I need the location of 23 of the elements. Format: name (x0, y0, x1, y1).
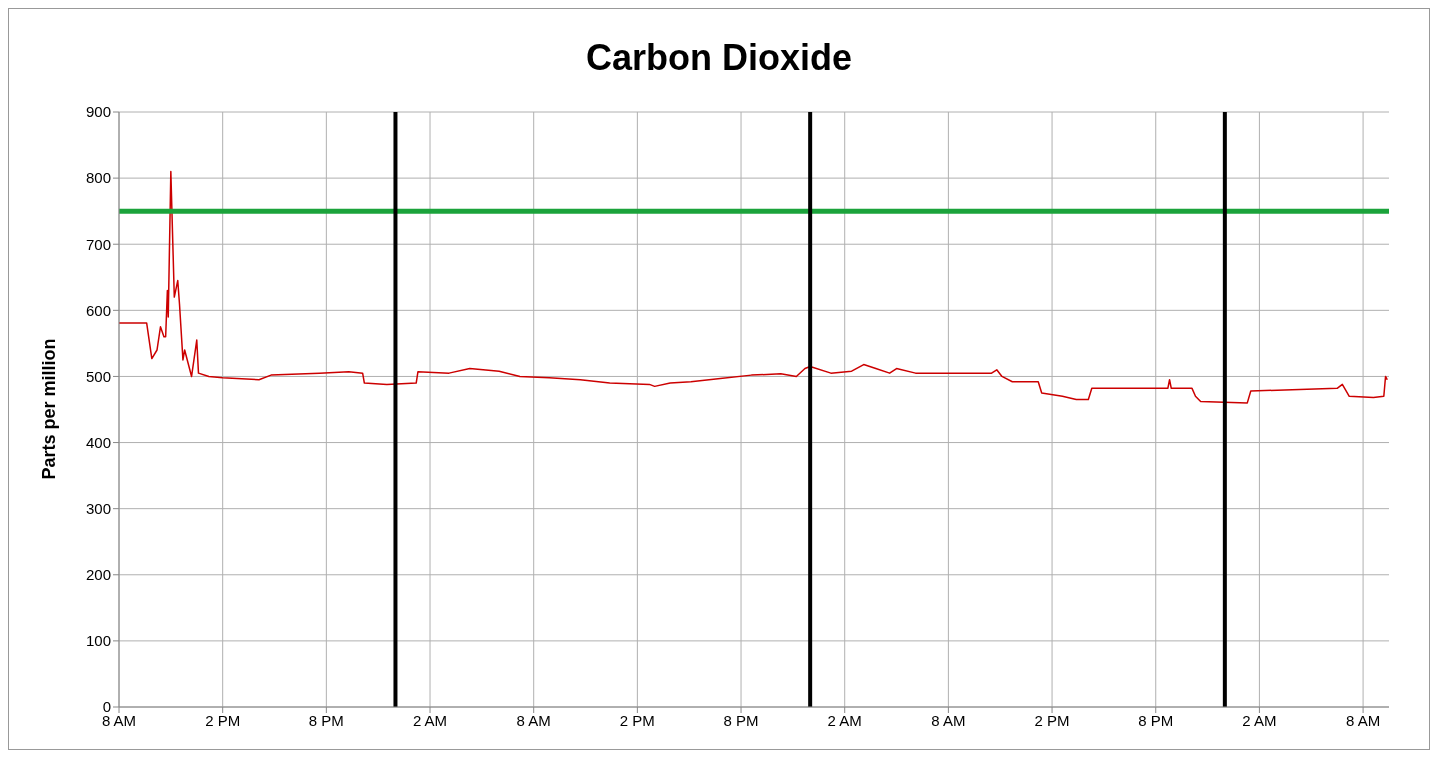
y-tick-label: 800 (85, 169, 111, 187)
x-tick-label: 2 AM (827, 711, 862, 729)
y-tick-label: 300 (85, 499, 111, 517)
x-tick-label: 8 AM (931, 711, 966, 729)
y-tick-label: 700 (85, 235, 111, 253)
y-tick-label: 600 (85, 301, 111, 319)
x-tick-label: 8 AM (1345, 711, 1381, 729)
x-tick-label: 8 AM (516, 711, 551, 729)
y-tick-label: 900 (85, 103, 111, 121)
y-tick-label: 100 (85, 632, 111, 650)
x-tick-label: 2 PM (619, 711, 655, 729)
y-tick-label: 200 (85, 566, 111, 584)
x-tick-label: 2 PM (205, 711, 241, 729)
x-tick-label: 2 AM (1242, 711, 1277, 729)
chart-title: Carbon Dioxide (585, 36, 853, 80)
x-tick-label: 8 PM (723, 711, 759, 729)
y-axis-title: Parts per million (39, 338, 60, 480)
x-tick-label: 8 PM (308, 711, 344, 729)
y-tick-label: 500 (85, 367, 111, 385)
x-tick-label: 8 PM (1138, 711, 1174, 729)
x-tick-label: 2 PM (1034, 711, 1070, 729)
x-tick-label: 2 AM (412, 711, 448, 729)
y-tick-label: 400 (85, 433, 111, 451)
